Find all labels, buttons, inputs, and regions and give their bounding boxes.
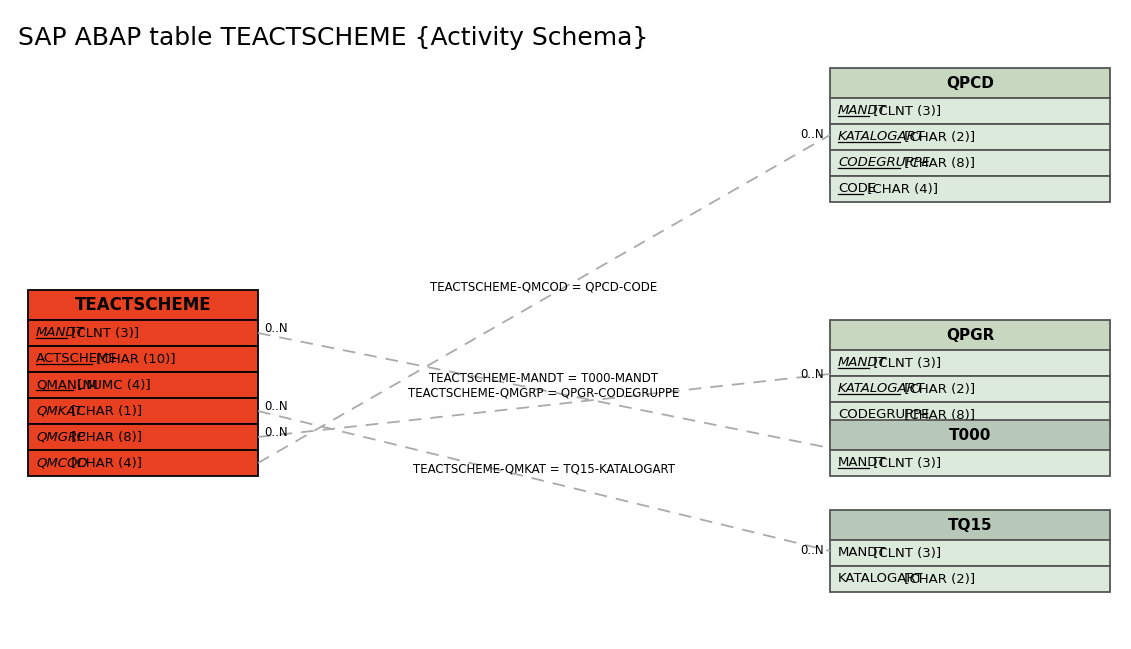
- Text: TEACTSCHEME-QMCOD = QPCD-CODE: TEACTSCHEME-QMCOD = QPCD-CODE: [431, 280, 657, 293]
- Text: [NUMC (4)]: [NUMC (4)]: [74, 378, 150, 391]
- Text: TEACTSCHEME: TEACTSCHEME: [75, 296, 211, 314]
- Bar: [830, 124, 1110, 150]
- Text: QMGRP: QMGRP: [36, 430, 85, 443]
- Text: TEACTSCHEME-MANDT = T000-MANDT: TEACTSCHEME-MANDT = T000-MANDT: [430, 372, 658, 385]
- Bar: [830, 150, 1110, 176]
- Bar: [830, 350, 1110, 376]
- Bar: [28, 290, 258, 320]
- Text: CODE: CODE: [838, 182, 877, 195]
- Bar: [830, 420, 1110, 450]
- Text: [CHAR (2)]: [CHAR (2)]: [900, 572, 975, 585]
- Text: MANDT: MANDT: [838, 104, 887, 117]
- Text: 0..N: 0..N: [264, 426, 287, 439]
- Text: QPCD: QPCD: [946, 75, 994, 90]
- Text: [CLNT (3)]: [CLNT (3)]: [869, 104, 941, 117]
- Bar: [830, 320, 1110, 350]
- Text: [CHAR (8)]: [CHAR (8)]: [900, 156, 975, 169]
- Text: 0..N: 0..N: [801, 545, 824, 557]
- Text: QMKAT: QMKAT: [36, 404, 83, 417]
- Text: [CLNT (3)]: [CLNT (3)]: [869, 546, 941, 559]
- Text: [CHAR (4)]: [CHAR (4)]: [863, 182, 938, 195]
- Bar: [28, 450, 258, 476]
- Text: MANDT: MANDT: [838, 546, 887, 559]
- Text: TEACTSCHEME-QMGRP = QPGR-CODEGRUPPE: TEACTSCHEME-QMGRP = QPGR-CODEGRUPPE: [408, 387, 680, 400]
- Text: [CLNT (3)]: [CLNT (3)]: [67, 326, 139, 339]
- Bar: [830, 540, 1110, 566]
- Bar: [830, 376, 1110, 402]
- Text: 0..N: 0..N: [264, 400, 287, 413]
- Text: KATALOGART: KATALOGART: [838, 572, 924, 585]
- Bar: [830, 450, 1110, 476]
- Bar: [830, 402, 1110, 428]
- Text: TQ15: TQ15: [948, 517, 992, 532]
- Bar: [28, 398, 258, 424]
- Text: T000: T000: [949, 428, 991, 443]
- Bar: [830, 98, 1110, 124]
- Text: KATALOGART: KATALOGART: [838, 382, 925, 395]
- Bar: [830, 566, 1110, 592]
- Text: [CHAR (10)]: [CHAR (10)]: [92, 352, 175, 365]
- Text: QMANUM: QMANUM: [36, 378, 97, 391]
- Text: CODEGRUPPE: CODEGRUPPE: [838, 156, 930, 169]
- Text: SAP ABAP table TEACTSCHEME {Activity Schema}: SAP ABAP table TEACTSCHEME {Activity Sch…: [18, 26, 648, 50]
- Bar: [28, 424, 258, 450]
- Text: [CHAR (8)]: [CHAR (8)]: [900, 408, 975, 421]
- Text: [CLNT (3)]: [CLNT (3)]: [869, 356, 941, 369]
- Text: [CLNT (3)]: [CLNT (3)]: [869, 456, 941, 469]
- Text: [CHAR (1)]: [CHAR (1)]: [67, 404, 143, 417]
- Text: QPGR: QPGR: [946, 328, 994, 343]
- Bar: [830, 176, 1110, 202]
- Text: 0..N: 0..N: [801, 367, 824, 380]
- Bar: [830, 68, 1110, 98]
- Text: MANDT: MANDT: [838, 356, 887, 369]
- Text: [CHAR (2)]: [CHAR (2)]: [900, 382, 975, 395]
- Text: [CHAR (4)]: [CHAR (4)]: [67, 456, 143, 469]
- Text: 0..N: 0..N: [801, 129, 824, 141]
- Bar: [28, 320, 258, 346]
- Text: 0..N: 0..N: [264, 323, 287, 336]
- Text: CODEGRUPPE: CODEGRUPPE: [838, 408, 930, 421]
- Text: MANDT: MANDT: [838, 456, 887, 469]
- Bar: [28, 346, 258, 372]
- Text: QMCOD: QMCOD: [36, 456, 87, 469]
- Text: MANDT: MANDT: [36, 326, 85, 339]
- Text: ACTSCHEME: ACTSCHEME: [36, 352, 118, 365]
- Text: TEACTSCHEME-QMKAT = TQ15-KATALOGART: TEACTSCHEME-QMKAT = TQ15-KATALOGART: [413, 463, 675, 476]
- Bar: [28, 372, 258, 398]
- Text: [CHAR (2)]: [CHAR (2)]: [900, 130, 975, 143]
- Text: [CHAR (8)]: [CHAR (8)]: [67, 430, 143, 443]
- Bar: [830, 510, 1110, 540]
- Text: KATALOGART: KATALOGART: [838, 130, 925, 143]
